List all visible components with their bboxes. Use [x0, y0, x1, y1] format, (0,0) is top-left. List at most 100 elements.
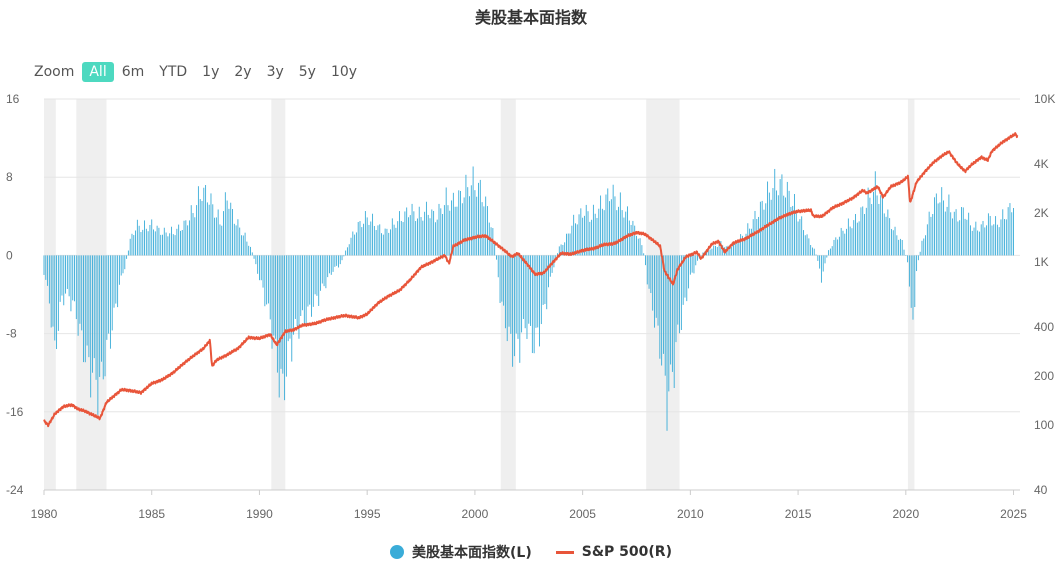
bar — [226, 200, 228, 256]
bar — [472, 166, 474, 256]
bar — [93, 255, 95, 359]
bar — [149, 224, 151, 256]
bar — [92, 255, 93, 373]
bar — [485, 196, 487, 256]
bar — [968, 212, 970, 256]
bar — [930, 216, 932, 256]
bar — [993, 224, 995, 256]
bar — [61, 255, 63, 296]
bar — [241, 235, 242, 256]
bar — [688, 255, 690, 289]
bar — [409, 215, 411, 256]
bar — [869, 197, 871, 256]
bar — [646, 255, 648, 285]
bar — [912, 255, 914, 320]
bar — [303, 255, 305, 324]
bar — [530, 255, 532, 326]
bar — [878, 203, 880, 256]
bar — [194, 217, 196, 256]
y-left-tick-label: 8 — [6, 170, 13, 184]
bar — [795, 211, 797, 256]
bar — [312, 255, 314, 307]
bar — [47, 255, 49, 286]
range-button-1y[interactable]: 1y — [202, 64, 220, 80]
bar — [289, 255, 291, 339]
bar — [684, 255, 686, 298]
y-left-tick-label: 16 — [6, 92, 20, 106]
bar — [824, 255, 826, 264]
bar — [219, 224, 221, 256]
bar — [192, 213, 194, 256]
x-tick-label: 1995 — [354, 507, 381, 521]
bar — [217, 209, 219, 256]
bar — [237, 219, 239, 256]
x-tick-label: 2015 — [785, 507, 812, 521]
bar — [741, 235, 743, 256]
range-button-10y[interactable]: 10y — [330, 64, 358, 80]
range-button-ytd[interactable]: YTD — [159, 64, 188, 80]
bar — [467, 187, 469, 256]
bar — [732, 242, 734, 256]
bar — [487, 206, 488, 256]
range-button-5y[interactable]: 5y — [298, 64, 316, 80]
x-tick-label: 1990 — [246, 507, 273, 521]
bar — [862, 206, 864, 256]
bar — [259, 255, 260, 281]
bar — [454, 206, 456, 256]
bar — [582, 217, 584, 256]
bar — [158, 227, 160, 256]
bar — [68, 255, 70, 297]
y-right-tick-label: 1K — [1034, 255, 1049, 269]
bar — [610, 199, 612, 256]
bar — [363, 223, 365, 256]
bar — [167, 236, 169, 256]
bar — [953, 211, 955, 256]
bar — [901, 240, 903, 256]
bar — [232, 209, 233, 256]
bar — [560, 244, 562, 256]
bar — [181, 230, 183, 256]
bar — [826, 255, 828, 258]
bar — [621, 210, 623, 256]
bar — [650, 255, 652, 294]
bar — [601, 208, 603, 256]
bar — [562, 244, 564, 256]
bar — [867, 187, 869, 256]
bar — [99, 255, 101, 377]
bar — [169, 233, 171, 256]
bar — [662, 255, 664, 354]
bar — [1005, 219, 1007, 256]
bar — [583, 215, 585, 256]
bar — [686, 255, 688, 302]
bar — [449, 210, 451, 256]
range-button-all[interactable]: All — [82, 62, 114, 82]
range-button-2y[interactable]: 2y — [234, 64, 252, 80]
bar — [515, 255, 517, 334]
bar — [465, 174, 467, 256]
bar — [422, 220, 424, 256]
bar — [260, 255, 262, 281]
bar — [242, 235, 244, 256]
range-button-6m[interactable]: 6m — [121, 64, 145, 80]
range-button-3y[interactable]: 3y — [266, 64, 284, 80]
bar — [738, 240, 740, 256]
bar — [964, 218, 966, 256]
bar — [196, 205, 198, 256]
bar — [59, 255, 61, 302]
legend-item-line[interactable]: S&P 500(R) — [555, 544, 672, 560]
axes: -24 -16 -8 0 8 16 40 100 200 400 1K 2K 4K 10K 1980 1985… — [6, 92, 1055, 521]
bar — [786, 181, 788, 256]
bar — [882, 195, 883, 256]
zoom-label: Zoom — [34, 64, 75, 80]
bar — [106, 255, 108, 340]
bar — [311, 255, 312, 317]
bar — [350, 237, 352, 256]
bar — [885, 216, 887, 256]
bar — [722, 245, 724, 256]
bar — [372, 213, 374, 256]
x-tick-label: 2000 — [462, 507, 489, 521]
bar — [535, 255, 537, 328]
legend-item-bars[interactable]: 美股基本面指数(L) — [390, 542, 532, 562]
bar — [889, 218, 891, 256]
bar — [894, 226, 896, 256]
